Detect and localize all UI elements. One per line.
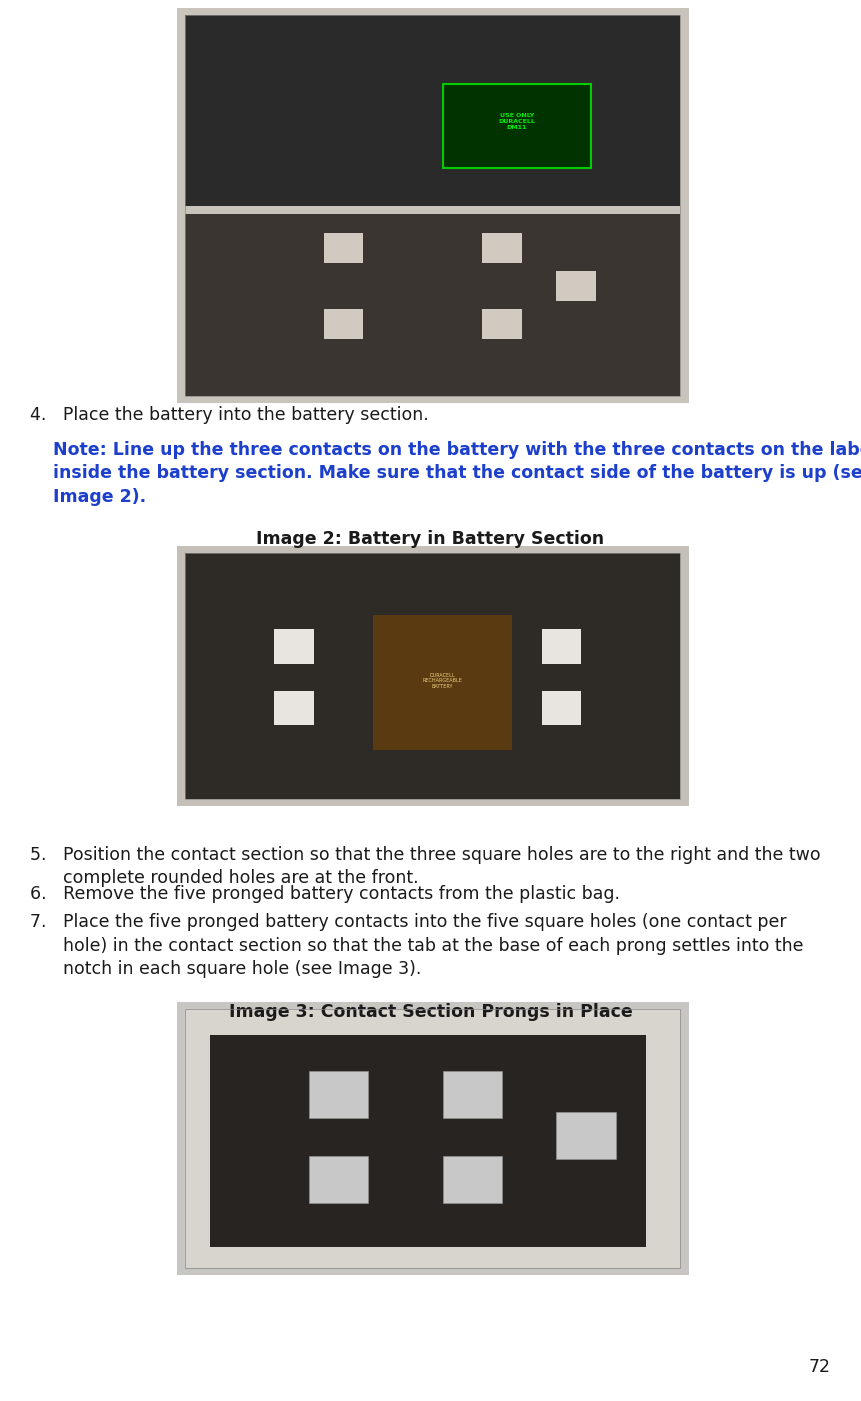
Text: Note: Line up the three contacts on the battery with the three contacts on the l: Note: Line up the three contacts on the …: [53, 441, 861, 460]
Bar: [556, 270, 596, 301]
Bar: [374, 615, 511, 750]
Bar: [185, 553, 680, 799]
Text: 7.   Place the five pronged battery contacts into the five square holes (one con: 7. Place the five pronged battery contac…: [30, 913, 787, 932]
Text: 5.   Position the contact section so that the three square holes are to the righ: 5. Position the contact section so that …: [30, 846, 821, 864]
Bar: [542, 691, 581, 726]
Bar: [185, 553, 680, 799]
Bar: [210, 1034, 646, 1247]
Bar: [177, 1002, 689, 1275]
Bar: [185, 15, 680, 396]
Bar: [556, 1112, 616, 1159]
Bar: [185, 1009, 680, 1268]
Text: Image 2).: Image 2).: [53, 488, 146, 506]
Text: 4.   Place the battery into the battery section.: 4. Place the battery into the battery se…: [30, 406, 429, 425]
Text: DURACELL
RECHARGEABLE
BATTERY: DURACELL RECHARGEABLE BATTERY: [423, 672, 462, 689]
Text: 72: 72: [808, 1358, 831, 1376]
Bar: [482, 308, 522, 339]
Bar: [309, 1070, 369, 1118]
Bar: [185, 213, 680, 396]
Text: notch in each square hole (see Image 3).: notch in each square hole (see Image 3).: [30, 960, 422, 978]
Bar: [482, 233, 522, 263]
Bar: [185, 1009, 680, 1268]
Bar: [185, 15, 680, 206]
Bar: [443, 1156, 502, 1203]
Text: hole) in the contact section so that the tab at the base of each prong settles i: hole) in the contact section so that the…: [30, 937, 803, 954]
Bar: [324, 233, 363, 263]
Text: Image 3: Contact Section Prongs in Place: Image 3: Contact Section Prongs in Place: [229, 1003, 632, 1021]
Bar: [443, 84, 591, 168]
Bar: [542, 629, 581, 664]
Text: Image 2: Battery in Battery Section: Image 2: Battery in Battery Section: [257, 530, 604, 548]
Bar: [309, 1156, 369, 1203]
Bar: [177, 546, 689, 806]
Text: inside the battery section. Make sure that the contact side of the battery is up: inside the battery section. Make sure th…: [53, 464, 861, 482]
Text: 6.   Remove the five pronged battery contacts from the plastic bag.: 6. Remove the five pronged battery conta…: [30, 885, 620, 904]
Bar: [177, 8, 689, 403]
Text: complete rounded holes are at the front.: complete rounded holes are at the front.: [30, 869, 418, 887]
Bar: [324, 308, 363, 339]
Bar: [443, 1070, 502, 1118]
Bar: [274, 629, 313, 664]
Text: USE ONLY
DURACELL
DM11: USE ONLY DURACELL DM11: [499, 113, 536, 130]
Bar: [274, 691, 313, 726]
